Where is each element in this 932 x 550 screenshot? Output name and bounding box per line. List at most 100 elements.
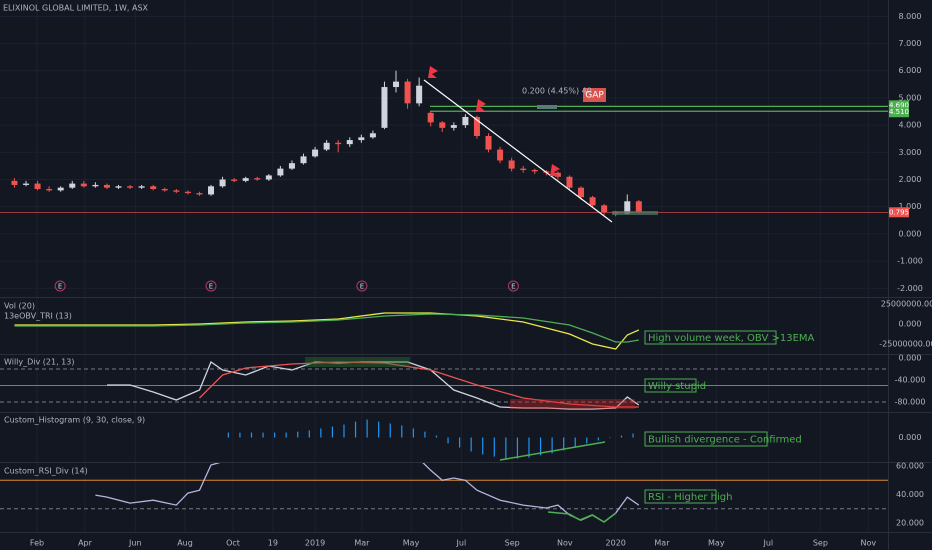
x-tick-label: Mar — [354, 539, 370, 548]
x-tick-label: May — [708, 539, 725, 548]
event-marker — [507, 280, 519, 292]
candle-body — [34, 183, 41, 190]
bar — [563, 437, 565, 451]
candle-body — [473, 116, 480, 136]
range-box — [612, 211, 658, 215]
annotation: Willy stupid — [648, 381, 706, 392]
x-tick-label: Sep — [813, 539, 828, 548]
pane-title: Vol (20) — [4, 302, 35, 311]
event-marker — [356, 280, 368, 292]
y-tick-label: 0.000 — [899, 229, 922, 238]
bar — [632, 433, 634, 438]
price-tag — [889, 107, 909, 118]
candle-body — [393, 81, 400, 88]
bar — [262, 432, 264, 438]
y-tick-label: 0.000 — [899, 433, 922, 442]
series-line — [107, 361, 640, 410]
candle-body — [277, 168, 284, 176]
candle-body — [127, 186, 134, 188]
x-tick-label: Mar — [654, 539, 670, 548]
y-tick-label: 60.000 — [896, 461, 924, 470]
candle-body — [497, 149, 504, 161]
y-tick-label: -40.000 — [895, 375, 926, 384]
candle-body — [635, 201, 642, 213]
candle-body — [589, 197, 596, 206]
candle-body — [231, 179, 238, 181]
bar — [447, 437, 449, 444]
bar — [435, 435, 438, 438]
annotation: Bullish divergence - Confirmed — [648, 435, 802, 446]
candle-body — [485, 135, 492, 150]
candle-body — [265, 175, 272, 180]
y-tick-label: 3.000 — [899, 148, 922, 157]
candle-body — [601, 205, 608, 213]
y-tick-label: 8.000 — [899, 12, 922, 21]
y-tick-label: 0.000 — [899, 353, 922, 362]
measure-box — [537, 105, 557, 109]
bar — [424, 431, 426, 438]
candle-body — [80, 183, 87, 187]
candle-body — [92, 184, 99, 187]
y-tick-label: 40.000 — [896, 490, 924, 499]
bar — [331, 426, 334, 438]
event-label: E — [360, 283, 364, 291]
bar — [597, 437, 599, 441]
candle-body — [439, 122, 446, 128]
candle-body — [196, 193, 203, 195]
candle-body — [578, 187, 585, 198]
zone — [510, 399, 635, 409]
bar — [574, 437, 576, 448]
x-tick-label: 2019 — [305, 539, 325, 548]
candle-body — [346, 140, 353, 145]
candle-body — [161, 189, 168, 191]
x-tick-label: Feb — [30, 539, 44, 548]
candle-body — [103, 184, 110, 188]
pane — [227, 419, 634, 459]
y-tick-label: 1.000 — [899, 202, 922, 211]
candle-body — [300, 156, 307, 164]
y-tick-label: 4.000 — [899, 121, 922, 130]
bar — [250, 432, 253, 438]
series-line — [14, 312, 640, 350]
bar — [239, 432, 241, 438]
bar — [470, 437, 472, 452]
price-tag — [889, 100, 909, 111]
x-tick-label: Oct — [226, 539, 240, 548]
divergence-line — [499, 441, 606, 461]
candle-body — [531, 169, 538, 172]
candle-body — [520, 168, 527, 170]
bar — [320, 428, 322, 438]
pane — [0, 15, 888, 289]
x-tick-label: May — [403, 539, 420, 548]
bar — [401, 425, 403, 438]
y-tick-label: 5.000 — [899, 93, 922, 102]
x-tick-label: 19 — [268, 539, 278, 548]
candle-body — [462, 116, 469, 126]
bar — [482, 437, 484, 455]
annotation: High volume week, OBV >13EMA — [648, 333, 815, 344]
candle-body — [23, 183, 30, 185]
bar — [620, 435, 623, 438]
candle-body — [173, 190, 180, 192]
y-tick-label: -80.000 — [895, 397, 926, 406]
gap-box — [583, 88, 606, 102]
pane-title: Willy_Div (21, 13) — [4, 358, 74, 367]
x-tick-label: Nov — [557, 539, 573, 548]
bar — [516, 437, 519, 459]
event-marker — [205, 280, 217, 292]
bar — [308, 430, 310, 438]
flags — [428, 66, 560, 176]
candle-body — [208, 186, 215, 195]
candle-body — [69, 183, 76, 188]
pane-title: Custom_RSI_Div (14) — [4, 467, 88, 476]
candle-body — [427, 112, 434, 123]
x-tick-label: Aug — [177, 539, 193, 548]
bar — [378, 421, 380, 438]
y-tick-label: -25000000.000 — [879, 340, 932, 349]
gap-label: GAP — [585, 91, 604, 101]
candle-body — [404, 81, 411, 104]
x-tick-label: Sep — [505, 539, 520, 548]
chart-title: ELIXINOL GLOBAL LIMITED, 1W, ASX — [3, 4, 149, 13]
